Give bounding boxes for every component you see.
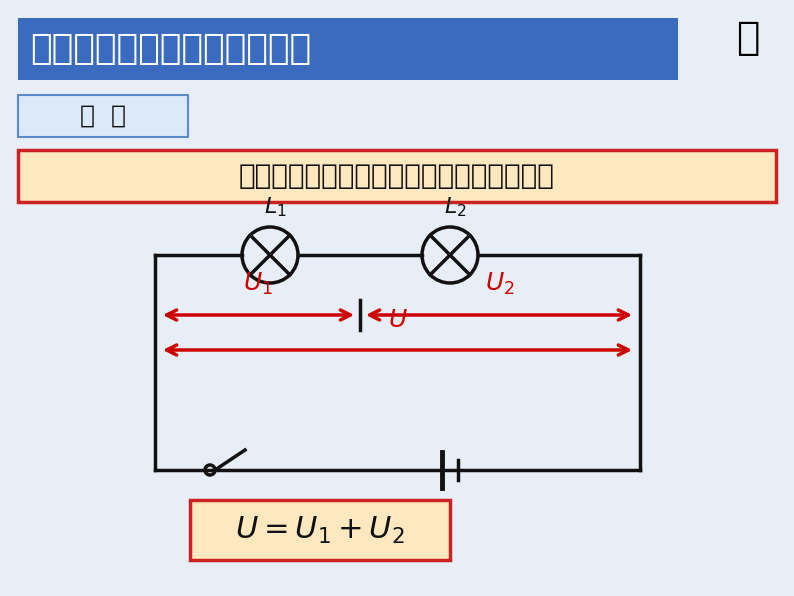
Text: 一、探究串联电路电压的规律: 一、探究串联电路电压的规律 [30, 32, 311, 66]
Text: 串联电路总电压等于各部分两端电压之和。: 串联电路总电压等于各部分两端电压之和。 [239, 162, 555, 190]
FancyBboxPatch shape [18, 150, 776, 202]
Text: $U=U_1+U_2$: $U=U_1+U_2$ [235, 514, 405, 545]
Text: $L_1$: $L_1$ [264, 195, 287, 219]
FancyBboxPatch shape [18, 95, 188, 137]
Text: $L_2$: $L_2$ [444, 195, 466, 219]
Text: $U_2$: $U_2$ [485, 271, 515, 297]
Text: 结  论: 结 论 [80, 104, 126, 128]
FancyBboxPatch shape [18, 18, 678, 80]
Text: $U_1$: $U_1$ [243, 271, 272, 297]
FancyBboxPatch shape [190, 500, 450, 560]
Text: $U$: $U$ [387, 308, 407, 332]
Text: 🔭: 🔭 [736, 19, 760, 57]
